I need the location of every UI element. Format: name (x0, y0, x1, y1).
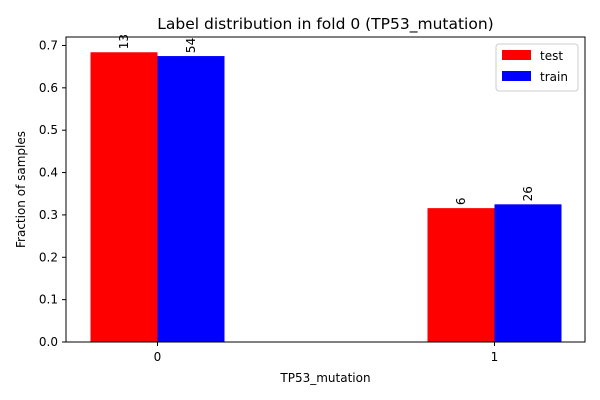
y-tick-label: 0.2 (39, 250, 58, 264)
bar-count-label-train-1: 26 (521, 186, 535, 201)
x-tick-label: 1 (491, 350, 499, 364)
y-tick-label: 0.4 (39, 166, 58, 180)
y-tick-label: 0.3 (39, 208, 58, 222)
chart-title: Label distribution in fold 0 (TP53_mutat… (157, 15, 493, 34)
x-axis-label: TP53_mutation (279, 371, 370, 385)
y-tick-label: 0.7 (39, 38, 58, 52)
legend-label-test: test (540, 49, 563, 63)
bar-count-label-train-0: 54 (184, 38, 198, 53)
y-axis: 0.0 0.1 0.2 0.3 0.4 0.5 0.6 0.7 (39, 38, 66, 349)
bar-count-label-test-0: 13 (117, 34, 131, 49)
legend-swatch-test (502, 50, 531, 60)
y-axis-label: Fraction of samples (14, 131, 28, 248)
legend-swatch-train (502, 71, 531, 81)
bar-train-1 (494, 204, 562, 342)
bar-count-labels: 13 6 54 26 (117, 34, 535, 205)
legend-label-train: train (540, 70, 568, 84)
bar-test-0 (90, 52, 158, 342)
bar-test-1 (427, 208, 495, 342)
legend: test train (495, 43, 579, 92)
y-tick-label: 0.0 (39, 335, 58, 349)
y-tick-label: 0.1 (39, 293, 58, 307)
x-tick-label: 0 (154, 350, 162, 364)
plot-frame (65, 36, 586, 343)
bar-train-0 (157, 56, 225, 342)
bar-count-label-test-1: 6 (454, 197, 468, 205)
y-tick-label: 0.5 (39, 123, 58, 137)
y-tick-label: 0.6 (39, 81, 58, 95)
bars-layer (90, 52, 562, 342)
